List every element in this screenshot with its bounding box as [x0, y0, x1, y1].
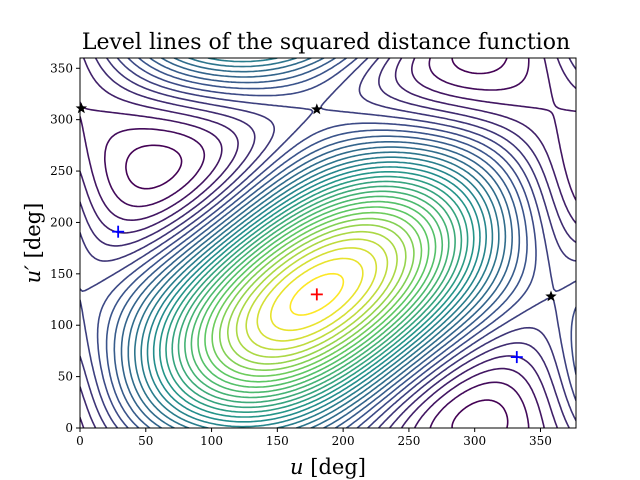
y-axis-ticks: 0 50 100 150 200 250 300 350 [50, 61, 80, 435]
contour-level [256, 247, 378, 342]
y-axis-unit: [deg] [21, 203, 45, 259]
contour-level [113, 58, 521, 428]
contour-level [184, 190, 450, 399]
contour-level [289, 272, 345, 316]
contour-level [104, 58, 530, 428]
chart-title: Level lines of the squared distance func… [82, 30, 570, 55]
contour-level [80, 58, 576, 428]
y-tick-label: 200 [50, 215, 73, 229]
contour-level [96, 58, 576, 428]
saddle-star-marker [545, 290, 557, 302]
contour-level [245, 238, 389, 351]
x-tick-label: 350 [529, 434, 552, 448]
contour-level [211, 211, 423, 377]
saddle-star-marker [75, 102, 88, 114]
x-axis-unit: [deg] [310, 455, 366, 479]
contour-level [190, 195, 444, 394]
y-tick-label: 150 [50, 267, 73, 281]
contour-level [152, 166, 481, 423]
contour-level [80, 58, 576, 428]
y-tick-label: 0 [65, 421, 73, 435]
x-axis-label: u [deg] [290, 455, 366, 479]
y-tick-label: 350 [50, 61, 73, 75]
x-tick-label: 300 [463, 434, 486, 448]
contour-level [204, 206, 430, 383]
contour-level [80, 58, 576, 428]
maximum-plus-marker [510, 351, 523, 364]
minimum-plus-marker [310, 288, 323, 301]
contour-level [80, 58, 576, 428]
contour-level [159, 171, 475, 418]
contour-level [227, 224, 407, 365]
y-axis-var: u′ [21, 265, 45, 284]
x-tick-label: 50 [138, 434, 153, 448]
y-axis-label: u′ [deg] [21, 203, 45, 284]
saddle-star-marker [311, 103, 323, 115]
contour-level [125, 58, 509, 428]
maximum-plus-marker [112, 225, 125, 238]
contour-level [235, 230, 398, 358]
contour-level [270, 257, 364, 332]
contour-level [165, 175, 469, 413]
x-tick-label: 0 [76, 434, 84, 448]
y-tick-label: 100 [50, 318, 73, 332]
contour-level [80, 58, 576, 428]
plot-frame [79, 57, 577, 429]
contour-level [171, 180, 463, 409]
contour-level [177, 185, 456, 404]
contour-level [127, 58, 507, 428]
x-tick-label: 250 [397, 434, 420, 448]
contour-level [146, 161, 487, 428]
y-tick-label: 300 [50, 113, 73, 127]
contour-level [219, 217, 415, 371]
critical-point-markers [75, 102, 557, 364]
contour-level [197, 200, 437, 388]
x-axis-var: u [290, 455, 304, 479]
contour-lines [80, 58, 576, 428]
x-tick-label: 200 [332, 434, 355, 448]
contour-level [140, 58, 494, 428]
contour-level [120, 58, 513, 428]
y-tick-label: 250 [50, 164, 73, 178]
x-axis-ticks: 0 50 100 150 200 250 300 350 [76, 428, 552, 448]
x-tick-label: 150 [266, 434, 289, 448]
x-tick-label: 100 [200, 434, 223, 448]
y-tick-label: 50 [58, 370, 73, 384]
